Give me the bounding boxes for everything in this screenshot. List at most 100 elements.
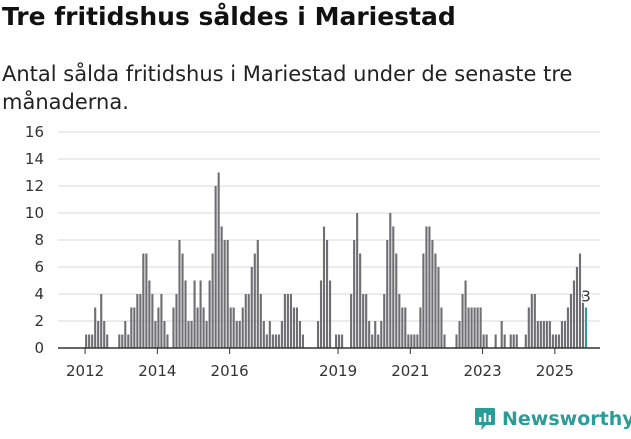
bar [91, 334, 94, 348]
bar [581, 294, 585, 348]
bar [268, 321, 271, 348]
y-tick-label: 4 [34, 285, 44, 303]
bar [85, 334, 88, 348]
bar [512, 334, 515, 348]
bar [368, 321, 371, 348]
bar [554, 334, 557, 348]
bar [295, 307, 298, 348]
bar [178, 240, 181, 348]
bar [262, 321, 265, 348]
bar [103, 321, 106, 348]
bar [283, 294, 286, 348]
y-tick-label: 0 [34, 339, 44, 357]
bar [440, 307, 443, 348]
bar [539, 321, 542, 348]
bar [226, 240, 229, 348]
bar [130, 307, 133, 348]
bar [292, 307, 295, 348]
bar [220, 226, 223, 348]
bar [485, 334, 488, 348]
bar [181, 253, 184, 348]
bar [377, 334, 380, 348]
bar [380, 321, 383, 348]
chart-title: Tre fritidshus såldes i Mariestad [2, 2, 456, 31]
bar [223, 240, 226, 348]
bar [395, 253, 398, 348]
bar [217, 172, 220, 348]
bar [145, 253, 148, 348]
bar [479, 307, 482, 348]
bar [163, 321, 166, 348]
bar [241, 307, 244, 348]
bar [383, 294, 386, 348]
bar [100, 294, 103, 348]
bar [431, 240, 434, 348]
bar [434, 253, 437, 348]
bar [121, 334, 124, 348]
bar [443, 334, 446, 348]
x-tick-label: 2021 [391, 362, 429, 380]
bar [329, 280, 332, 348]
bar [319, 280, 323, 348]
bar [467, 307, 470, 348]
bar [536, 321, 539, 348]
bar [419, 307, 422, 348]
bar [503, 334, 506, 348]
bar [437, 267, 440, 348]
bar [455, 334, 458, 348]
bar [416, 334, 419, 348]
bar [422, 253, 425, 348]
bar [190, 321, 193, 348]
bar [374, 321, 377, 348]
bar [322, 226, 326, 348]
bar [289, 294, 292, 348]
bar [160, 294, 163, 348]
bar [316, 321, 320, 348]
bar [533, 294, 536, 348]
bar [389, 213, 392, 348]
bar [527, 307, 530, 348]
bar [253, 253, 256, 348]
bar [551, 334, 554, 348]
bar [563, 321, 566, 348]
bar [413, 334, 416, 348]
bar [184, 280, 187, 348]
bar [338, 334, 341, 348]
bar [211, 253, 214, 348]
bar [569, 294, 573, 348]
y-tick-label: 8 [34, 231, 44, 249]
bar [566, 307, 569, 348]
bar [365, 294, 368, 348]
bar [232, 307, 235, 348]
bar [250, 267, 253, 348]
bar [280, 321, 283, 348]
newsworthy-logo-icon [475, 408, 495, 430]
bar [124, 321, 127, 348]
x-tick-label: 2016 [211, 362, 249, 380]
bar [371, 334, 374, 348]
bar [575, 267, 579, 348]
x-tick-label: 2012 [66, 362, 104, 380]
bar [136, 294, 139, 348]
bar [142, 253, 145, 348]
bar [542, 321, 545, 348]
bar [509, 334, 512, 348]
bar [298, 321, 302, 348]
bar [548, 321, 551, 348]
bar [545, 321, 548, 348]
bar [350, 294, 353, 348]
x-tick-label: 2014 [138, 362, 176, 380]
data-label: 3 [581, 288, 591, 306]
bar [428, 226, 431, 348]
bar [410, 334, 413, 348]
bar [133, 307, 136, 348]
bar [301, 334, 305, 348]
y-tick-label: 16 [25, 123, 44, 141]
bar [560, 321, 563, 348]
bar [326, 240, 329, 348]
bar [175, 294, 178, 348]
bar [473, 307, 476, 348]
bar [214, 186, 217, 348]
bar [157, 307, 160, 348]
